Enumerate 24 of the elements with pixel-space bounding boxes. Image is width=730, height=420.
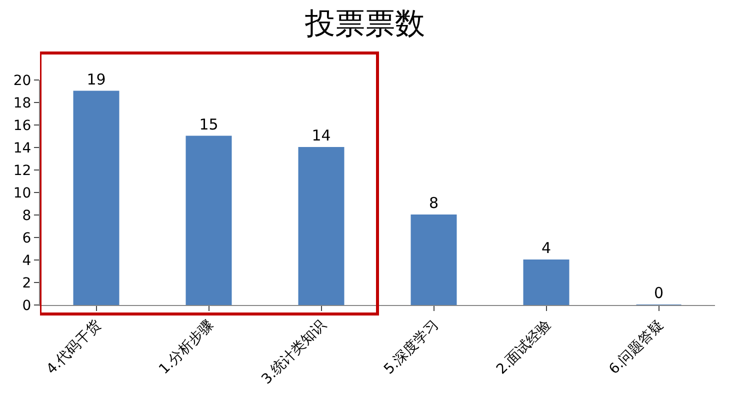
x-tick-label: 4.代码干货 [44, 317, 104, 378]
y-tick-label: 14 [13, 140, 32, 156]
data-label: 14 [312, 126, 331, 144]
y-tick-label: 0 [22, 298, 32, 314]
data-label: 4 [541, 239, 552, 257]
data-label: 8 [428, 194, 439, 212]
y-tick-label: 10 [13, 185, 32, 202]
y-tick-label: 18 [13, 95, 32, 112]
y-tick-label: 8 [22, 208, 32, 224]
y-tick-label: 6 [22, 230, 32, 246]
x-tick-label: 3.统计类知识 [258, 317, 330, 388]
data-label: 15 [199, 115, 218, 134]
x-tick-label: 5.深度学习 [381, 317, 442, 378]
y-tick-label: 2 [22, 275, 32, 292]
data-label: 19 [86, 70, 106, 88]
y-tick-label: 16 [13, 118, 32, 134]
y-tick-label: 20 [13, 72, 32, 89]
chart-title: 投票票数 [304, 6, 425, 42]
data-label: 0 [654, 284, 664, 302]
x-tick-label: 1.分析步骤 [156, 317, 217, 378]
y-tick-label: 12 [13, 162, 32, 179]
y-tick-label: 4 [22, 252, 32, 269]
x-tick-label: 2.面试经验 [494, 317, 554, 378]
x-tick-label: 6.问题答疑 [606, 317, 667, 378]
